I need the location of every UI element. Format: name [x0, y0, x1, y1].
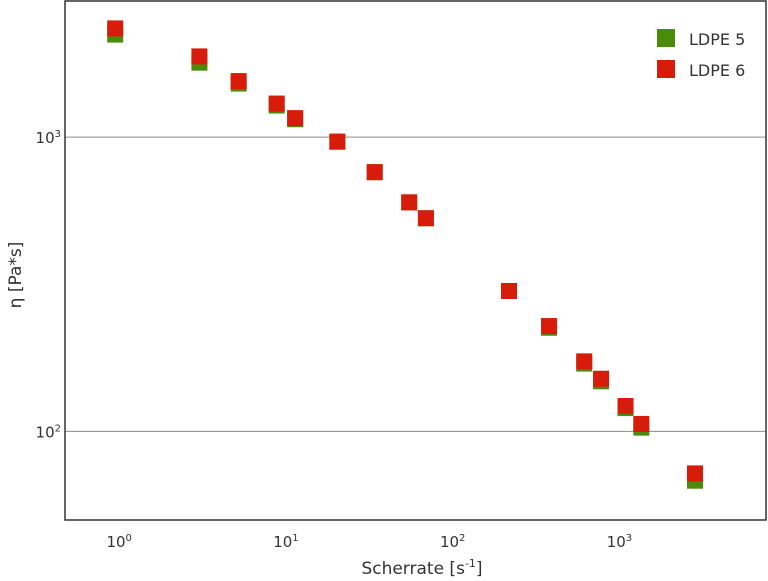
point-ldpe6 [366, 164, 383, 181]
grid-lines [65, 136, 766, 432]
plot-frame [64, 0, 767, 521]
point-ldpe6 [633, 415, 650, 432]
y-axis-title: η [Pa*s] [6, 242, 26, 309]
x-tick-label: 103 [607, 533, 632, 551]
point-ldpe6 [107, 20, 124, 37]
data-points [107, 20, 703, 489]
point-ldpe6 [541, 318, 558, 335]
point-ldpe6 [593, 370, 610, 387]
legend: LDPE 5 LDPE 6 [657, 29, 745, 80]
x-tick-labels: 100 101 102 103 [106, 533, 632, 551]
x-tick-label: 102 [440, 533, 465, 551]
point-ldpe6 [401, 194, 418, 211]
point-ldpe6 [287, 110, 304, 127]
legend-label-ldpe6: LDPE 6 [689, 61, 745, 80]
point-ldpe6 [576, 353, 593, 370]
y-tick-labels: 103 102 [36, 129, 61, 441]
legend-marker-ldpe6 [657, 60, 675, 78]
legend-marker-ldpe5 [657, 29, 675, 47]
x-tick-label: 100 [106, 533, 131, 551]
y-tick-label: 103 [36, 129, 61, 147]
x-axis-title: Scherrate [s-1] [361, 557, 482, 579]
point-ldpe6 [329, 133, 346, 150]
point-ldpe6 [268, 95, 285, 112]
point-ldpe6 [617, 397, 634, 414]
point-ldpe6 [500, 282, 517, 299]
y-tick-label: 102 [36, 423, 61, 441]
point-ldpe6 [417, 210, 434, 227]
legend-label-ldpe5: LDPE 5 [689, 30, 745, 49]
x-tick-label: 101 [273, 533, 298, 551]
point-ldpe6 [686, 465, 703, 482]
point-ldpe6 [191, 48, 208, 65]
point-ldpe6 [230, 73, 247, 90]
